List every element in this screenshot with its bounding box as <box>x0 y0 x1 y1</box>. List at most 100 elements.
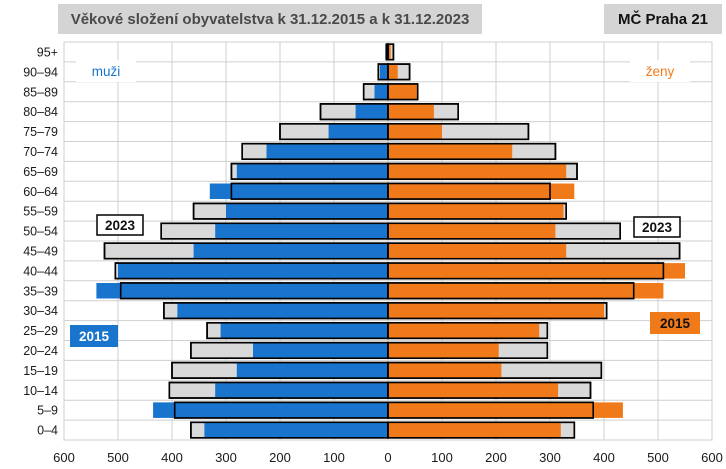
x-tick-label: 500 <box>107 450 129 465</box>
legend-2023-male-box <box>96 214 144 236</box>
x-tick-label: 100 <box>323 450 345 465</box>
y-tick-label: 20–24 <box>23 344 58 358</box>
bar-female-2015 <box>388 282 664 299</box>
legend-female-label-box <box>630 60 690 82</box>
bar-female-2015 <box>388 103 434 120</box>
bar-female-2023-outline <box>387 282 635 300</box>
bar-male-2015 <box>236 163 388 180</box>
y-tick-label: 15–19 <box>23 364 58 378</box>
bar-male-2015 <box>355 103 388 120</box>
bar-female-2015 <box>388 342 499 359</box>
bar-female-2015 <box>388 143 513 160</box>
bar-male-2015 <box>204 422 388 438</box>
legend-2015-male-box <box>70 325 118 347</box>
bar-female-2023-outline <box>387 341 549 360</box>
legend-male-label: muži <box>92 64 121 79</box>
y-tick-label: 80–84 <box>23 105 58 119</box>
bar-male-2015 <box>209 183 388 200</box>
x-tick-label: 200 <box>485 450 507 465</box>
y-tick-label: 30–34 <box>23 304 58 318</box>
legend-female-label: ženy <box>646 64 675 79</box>
x-tick-label: 400 <box>161 450 183 465</box>
x-tick-label: 500 <box>647 450 669 465</box>
bar-female-2015 <box>388 64 398 80</box>
y-tick-label: 25–29 <box>23 324 58 338</box>
legend-2015-male: 2015 <box>79 329 110 344</box>
bar-female-2023-outline <box>387 63 411 81</box>
bar-male-2015 <box>193 243 388 259</box>
bar-female-2015 <box>388 422 561 438</box>
x-tick-label: 0 <box>384 450 391 465</box>
bar-male-2015 <box>328 123 388 140</box>
legend-2023-female-box <box>633 216 681 238</box>
y-tick-label: 95+ <box>37 45 58 59</box>
y-tick-label: 75–79 <box>23 125 58 139</box>
bar-female-2015 <box>388 322 540 339</box>
legend-2023-female: 2023 <box>642 220 673 235</box>
chart-title: Věkové složení obyvatelstva k 31.12.2015… <box>58 4 482 34</box>
bar-male-2015 <box>215 382 388 399</box>
y-tick-label: 70–74 <box>23 145 58 159</box>
y-tick-label: 90–94 <box>23 65 58 79</box>
bar-female-2015 <box>388 402 623 418</box>
legend-2015-female: 2015 <box>660 316 691 331</box>
x-tick-label: 200 <box>269 450 291 465</box>
bar-female-2023-outline <box>387 381 592 399</box>
bar-female-2023-outline <box>387 222 621 240</box>
x-tick-label: 100 <box>431 450 453 465</box>
bar-male-2015 <box>236 362 388 379</box>
y-tick-label: 10–14 <box>23 384 58 398</box>
bar-female-2015 <box>388 203 564 219</box>
y-tick-label: 85–89 <box>23 85 58 99</box>
bar-female-2023-outline <box>387 321 549 340</box>
y-tick-label: 65–69 <box>23 165 58 179</box>
bar-female-2023-outline <box>387 43 395 61</box>
y-tick-label: 0–4 <box>37 424 58 438</box>
bar-male-2015 <box>118 263 388 279</box>
bar-female-2015 <box>388 382 559 399</box>
bar-male-2015 <box>226 203 388 219</box>
bar-male-2015 <box>177 302 388 319</box>
legend-2023-male: 2023 <box>105 218 136 233</box>
y-tick-label: 55–59 <box>23 205 58 219</box>
bar-female-2023-outline <box>387 262 665 280</box>
bar-female-2023-outline <box>387 302 608 320</box>
bar-male-2015 <box>266 143 388 160</box>
bar-male-2015 <box>96 282 389 299</box>
bar-female-2023-outline <box>387 361 603 379</box>
y-tick-label: 5–9 <box>37 404 58 418</box>
x-tick-label: 400 <box>593 450 615 465</box>
bar-female-2015 <box>388 123 442 140</box>
legend-2015-female-box <box>650 312 700 334</box>
y-tick-label: 45–49 <box>23 244 58 258</box>
bar-male-2015 <box>220 322 388 339</box>
bar-female-2023-outline <box>387 242 681 260</box>
bar-female-2023-outline <box>387 401 594 419</box>
x-tick-label: 600 <box>701 450 723 465</box>
bar-male-2015 <box>374 83 388 100</box>
bar-female-2015 <box>388 83 418 100</box>
bar-male-2015 <box>253 342 388 359</box>
y-tick-label: 35–39 <box>23 284 58 298</box>
x-tick-label: 300 <box>215 450 237 465</box>
x-tick-label: 600 <box>53 450 75 465</box>
y-tick-label: 50–54 <box>23 225 58 239</box>
bar-female-2015 <box>388 243 567 259</box>
bar-female-2023-outline <box>387 103 459 121</box>
bar-female-2023-outline <box>387 202 567 220</box>
bar-male-2015 <box>215 223 388 239</box>
bar-female-2023-outline <box>387 182 551 200</box>
district-label: MČ Praha 21 <box>604 4 722 34</box>
bar-male-2015 <box>153 402 388 418</box>
bar-female-2015 <box>388 362 502 379</box>
bar-female-2015 <box>388 263 685 279</box>
y-tick-label: 40–44 <box>23 264 58 278</box>
y-tick-label: 60–64 <box>23 185 58 199</box>
bar-female-2023-outline <box>387 83 419 101</box>
bar-female-2015 <box>388 302 604 319</box>
bar-female-2015 <box>388 44 391 60</box>
x-tick-label: 300 <box>539 450 561 465</box>
bar-female-2023-outline <box>387 122 530 141</box>
bar-female-2015 <box>388 183 575 200</box>
